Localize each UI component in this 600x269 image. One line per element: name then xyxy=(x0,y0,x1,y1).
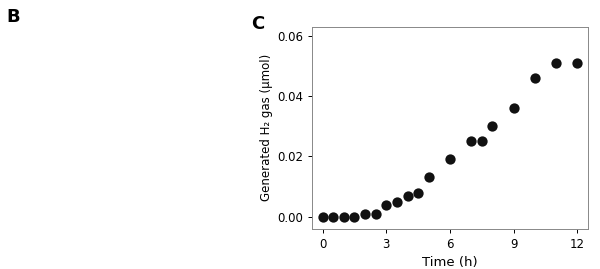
Point xyxy=(318,214,328,219)
Text: B: B xyxy=(6,8,20,26)
Point xyxy=(551,61,561,65)
Point xyxy=(403,193,412,198)
Point xyxy=(371,211,380,216)
Y-axis label: Generated H₂ gas (μmol): Generated H₂ gas (μmol) xyxy=(260,54,273,201)
Point xyxy=(413,190,423,195)
Point xyxy=(339,214,349,219)
Point xyxy=(445,157,455,162)
Text: C: C xyxy=(251,15,265,33)
Point xyxy=(350,214,359,219)
Point xyxy=(382,202,391,207)
Point xyxy=(530,76,540,80)
Point xyxy=(477,139,487,143)
X-axis label: Time (h): Time (h) xyxy=(422,256,478,269)
Point xyxy=(488,124,497,128)
Point xyxy=(572,61,582,65)
Point xyxy=(328,214,338,219)
Point xyxy=(466,139,476,143)
Point xyxy=(509,106,518,110)
Point xyxy=(392,199,402,204)
Point xyxy=(360,211,370,216)
Point xyxy=(424,175,434,180)
